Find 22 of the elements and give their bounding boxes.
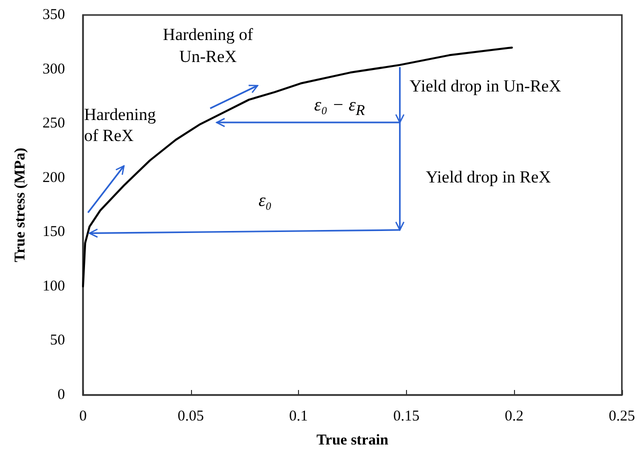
y-tick-label: 50	[50, 332, 65, 349]
y-tick-label: 250	[42, 116, 65, 132]
x-tick-label: 0	[79, 408, 87, 424]
annotation: ε₀ − ε$_{R}$	[313, 94, 366, 121]
y-tick-label: 350	[42, 7, 65, 23]
annotation: Yield drop in ReX	[426, 166, 552, 188]
y-tick-label: 100	[42, 278, 65, 294]
x-tick-label: 0.05	[178, 408, 204, 424]
x-tick-label: 0.25	[608, 408, 635, 424]
x-tick-label: 0.1	[289, 408, 308, 424]
x-tick-label: 0.15	[393, 408, 420, 424]
y-tick-label: 200	[42, 170, 65, 186]
annotation: Hardening of Un-ReX	[162, 24, 254, 67]
y-tick-label: 300	[42, 61, 65, 78]
annotation: Yield drop in Un-ReX	[410, 74, 562, 96]
annotation: ε₀	[257, 188, 273, 211]
x-axis-title: True strain	[316, 432, 389, 448]
y-tick-label: 150	[42, 224, 65, 240]
y-tick-label: 0	[58, 387, 65, 403]
x-tick-label: 0.2	[504, 408, 524, 424]
y-axis-title: True stress (MPa)	[12, 148, 28, 262]
annotation: Hardening of ReX	[84, 104, 162, 147]
